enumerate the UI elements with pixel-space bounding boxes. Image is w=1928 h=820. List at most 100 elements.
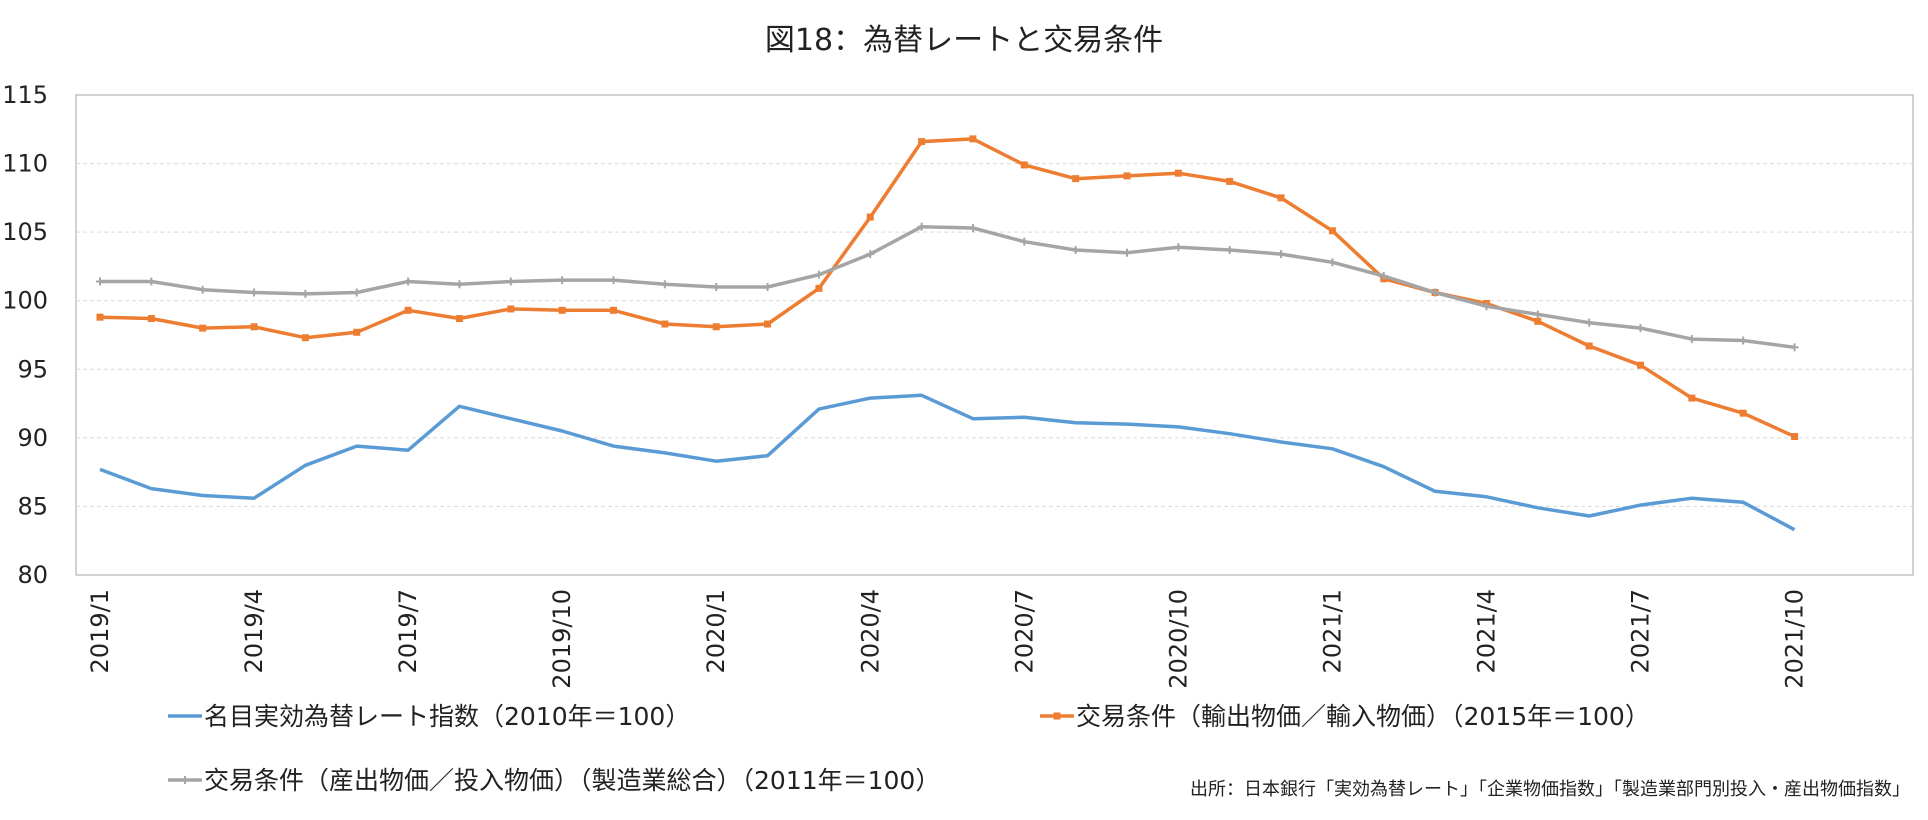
data-point	[1071, 245, 1080, 254]
y-tick-label: 115	[2, 81, 48, 109]
data-point	[1174, 169, 1182, 177]
data-point	[1277, 194, 1285, 202]
x-tick-label: 2019/10	[548, 589, 576, 689]
x-tick-label: 2020/7	[1010, 589, 1038, 673]
x-tick-label: 2019/7	[394, 589, 422, 673]
data-point	[1226, 177, 1234, 185]
data-point	[558, 306, 566, 314]
data-point	[1687, 335, 1696, 344]
series-1	[99, 393, 1796, 532]
legend-label: 名目実効為替レート指数（2010年＝100）	[204, 702, 690, 731]
data-point	[1328, 227, 1336, 235]
data-point	[250, 288, 259, 297]
data-point	[1636, 324, 1645, 333]
x-tick-label: 2020/10	[1164, 589, 1192, 689]
y-tick-label: 105	[2, 218, 48, 246]
y-axis: 80 85 90 95 100 105 110 115	[2, 81, 48, 589]
y-tick-label: 110	[2, 150, 48, 178]
data-point	[404, 306, 412, 314]
x-tick-label: 2019/4	[240, 589, 268, 673]
data-point	[661, 320, 669, 328]
data-point	[1431, 288, 1440, 297]
series-lines	[96, 135, 1799, 532]
data-point	[1020, 237, 1029, 246]
legend-item-2: 交易条件（輸出物価／輸入物価）（2015年＝100）	[1040, 702, 1650, 731]
y-tick-label: 85	[17, 492, 48, 520]
data-point	[1534, 317, 1542, 325]
data-point	[1020, 161, 1028, 169]
data-point	[404, 277, 413, 286]
data-point	[609, 276, 618, 285]
plot-area-border	[75, 94, 1914, 576]
data-point	[96, 313, 104, 321]
data-point	[1585, 342, 1593, 350]
data-point	[815, 284, 823, 292]
data-point	[181, 776, 189, 784]
gridlines	[76, 163, 1913, 507]
y-tick-label: 95	[17, 355, 48, 383]
data-point	[1791, 432, 1799, 440]
data-point	[1053, 712, 1061, 720]
data-point	[352, 288, 361, 297]
data-point	[610, 306, 617, 314]
x-tick-label: 2020/1	[702, 589, 730, 673]
legend-label: 交易条件（輸出物価／輸入物価）（2015年＝100）	[1076, 702, 1650, 731]
data-point	[506, 277, 515, 286]
data-point	[1739, 336, 1748, 345]
data-point	[968, 224, 977, 233]
data-point	[353, 328, 361, 336]
data-point	[1482, 302, 1491, 311]
y-tick-label: 80	[17, 561, 48, 589]
x-tick-label: 2021/4	[1472, 589, 1500, 673]
series-2	[96, 135, 1799, 440]
data-point	[1123, 248, 1131, 257]
data-point	[1328, 258, 1337, 267]
x-tick-label: 2019/1	[86, 589, 114, 673]
data-point	[455, 280, 464, 289]
data-point	[918, 138, 926, 146]
source-note: 出所：日本銀行「実効為替レート」「企業物価指数」「製造業部門別投入・産出物価指数…	[1190, 779, 1910, 800]
data-point	[1585, 318, 1594, 327]
data-point	[712, 323, 720, 331]
y-tick-label: 100	[2, 287, 48, 315]
data-point	[1123, 172, 1131, 180]
series-line	[99, 137, 1796, 439]
x-tick-label: 2021/7	[1627, 589, 1655, 673]
data-point	[1637, 361, 1644, 369]
data-point	[507, 305, 515, 313]
data-point	[198, 285, 207, 294]
series-line	[99, 393, 1796, 532]
x-tick-label: 2021/10	[1781, 589, 1809, 689]
data-point	[866, 250, 875, 259]
data-point	[764, 320, 772, 328]
data-point	[301, 289, 310, 298]
data-point	[1688, 394, 1696, 402]
data-point	[1277, 250, 1286, 259]
data-point	[147, 277, 156, 286]
data-point	[917, 222, 926, 231]
data-point	[866, 213, 874, 221]
data-point	[814, 270, 823, 279]
data-point	[660, 280, 669, 289]
data-point	[1072, 175, 1080, 183]
legend-label: 交易条件（産出物価／投入物価）（製造業総合）（2011年＝100）	[204, 766, 940, 795]
x-axis: 2019/1 2019/4 2019/7 2019/10 2020/1 2020/4 202…	[86, 589, 1809, 689]
data-point	[558, 276, 567, 285]
data-point	[1739, 409, 1747, 417]
data-point	[1225, 245, 1234, 254]
x-tick-label: 2021/1	[1318, 589, 1346, 673]
data-point	[712, 283, 721, 291]
data-point	[1533, 310, 1542, 319]
data-point	[1379, 272, 1388, 281]
data-point	[147, 315, 155, 323]
chart-title: 図18：為替レートと交易条件	[765, 23, 1163, 58]
data-point	[969, 135, 977, 143]
data-point	[199, 324, 207, 332]
data-point	[96, 277, 104, 286]
legend-item-1: 名目実効為替レート指数（2010年＝100）	[168, 702, 690, 731]
data-point	[301, 334, 309, 342]
series-3	[96, 222, 1799, 352]
data-point	[1174, 243, 1183, 252]
